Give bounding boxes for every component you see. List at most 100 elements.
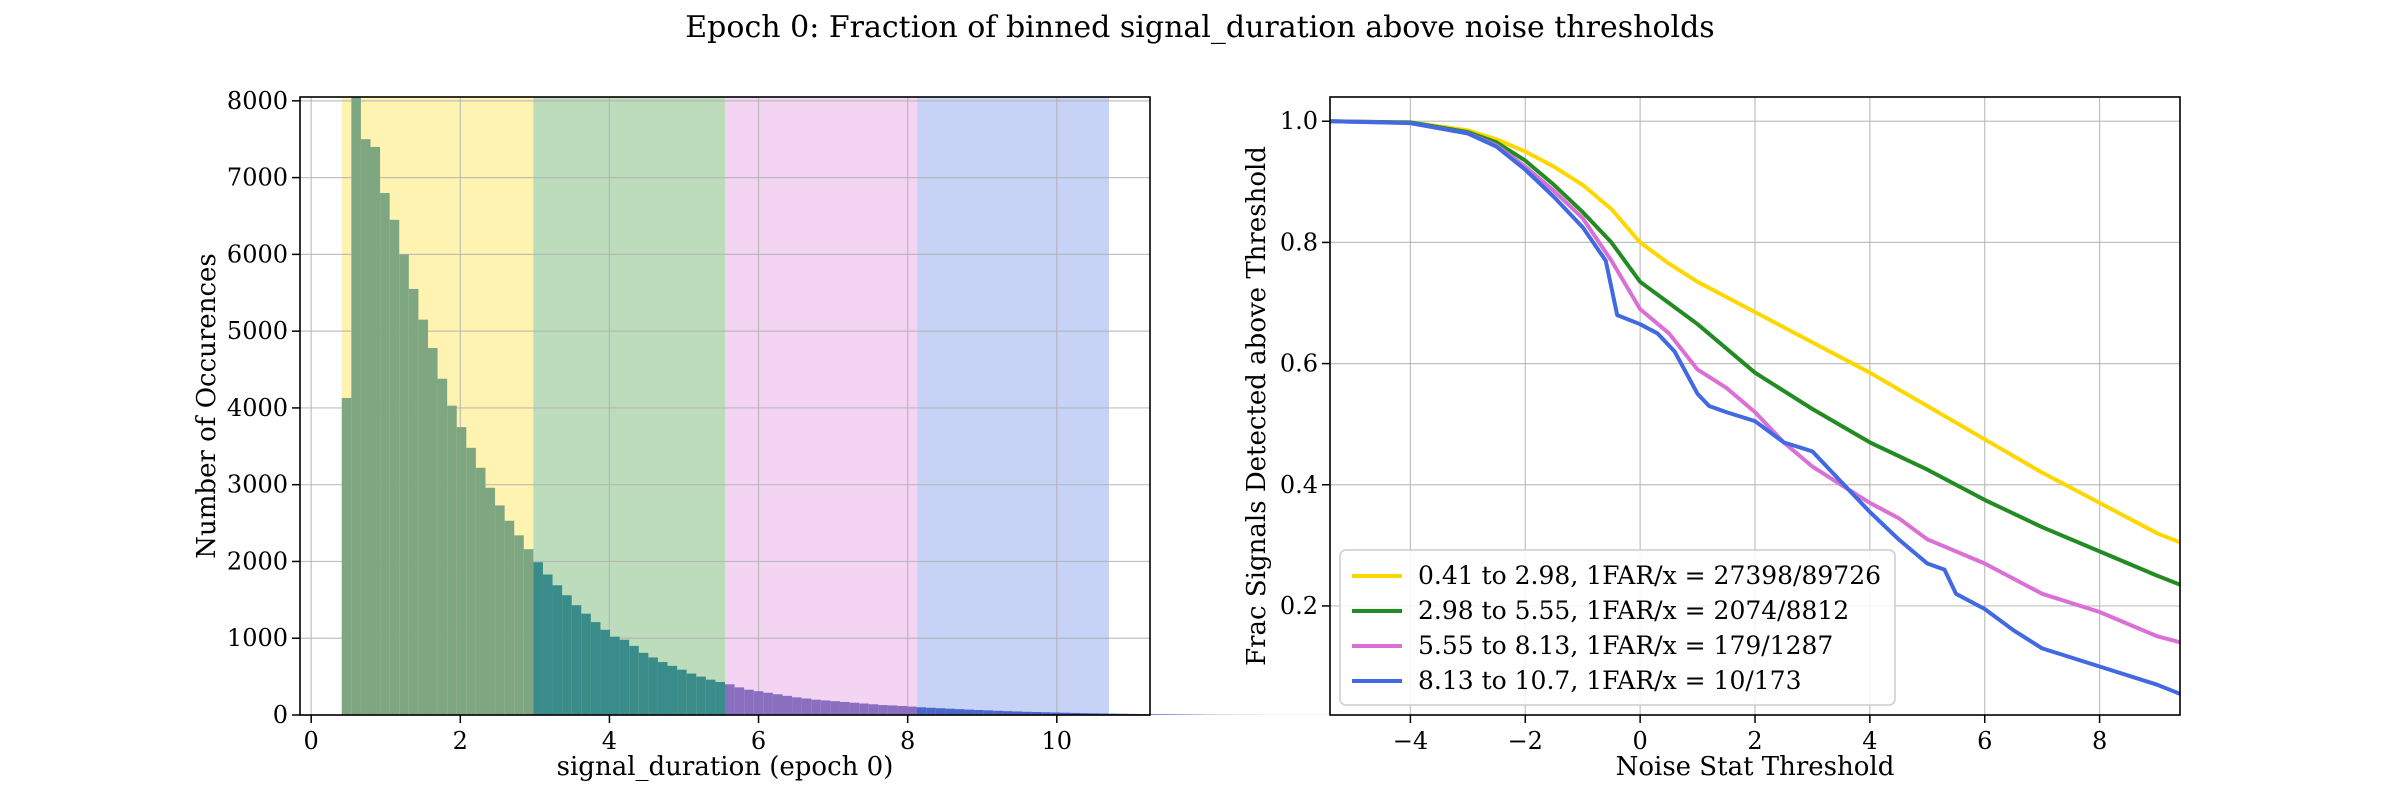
hist-bar	[1089, 713, 1099, 715]
hist-bar	[552, 585, 563, 715]
hist-bar	[897, 705, 908, 715]
hist-bar	[954, 709, 965, 715]
hist-bar	[447, 405, 457, 715]
x-tick-label: 4	[602, 727, 617, 755]
hist-bar	[1012, 711, 1023, 715]
hist-bar	[782, 695, 793, 715]
y-tick-label: 3000	[227, 471, 288, 499]
hist-bar	[1079, 713, 1090, 715]
hist-bar	[1050, 712, 1061, 715]
hist-bar	[475, 467, 486, 715]
y-tick-label: 1.0	[1280, 107, 1318, 135]
hist-bar	[907, 706, 917, 715]
x-axis-label: Noise Stat Threshold	[1616, 752, 1895, 782]
histogram-panel: 0 2 4 6 8 10 0 1000 2000 3000 4000 5000 6000 7000 8000…	[192, 87, 1578, 782]
hist-bar	[648, 657, 658, 715]
hist-bar	[916, 707, 927, 715]
hist-bar	[533, 562, 543, 715]
hist-bar	[456, 427, 467, 715]
hist-bar	[418, 319, 428, 715]
x-tick-label: −2	[1508, 727, 1543, 755]
band-2	[725, 97, 918, 715]
x-axis-label: signal_duration (epoch 0)	[557, 752, 894, 782]
hist-bar	[590, 622, 601, 715]
hist-bar	[571, 605, 582, 715]
hist-bar	[744, 689, 754, 715]
hist-bar	[581, 613, 591, 715]
series-line-1	[1329, 119, 2181, 587]
hist-bar	[370, 146, 381, 715]
hist-bar	[1060, 712, 1070, 715]
hist-bar	[811, 699, 821, 715]
hist-bar	[763, 692, 773, 715]
hist-bar	[849, 702, 860, 715]
hist-bar	[542, 574, 553, 715]
hist-bar	[859, 703, 869, 715]
hist-bar	[887, 705, 898, 715]
y-tick-label: 6000	[227, 240, 288, 268]
hist-bar	[389, 219, 400, 716]
hist-bar	[399, 254, 409, 715]
hist-bar	[993, 710, 1003, 715]
hist-bar	[1002, 711, 1013, 715]
hist-bar	[830, 701, 840, 715]
y-tick-label: 0	[273, 701, 288, 729]
hist-bar	[485, 487, 496, 715]
y-tick-label: 0.4	[1280, 471, 1318, 499]
hist-bar	[437, 378, 448, 715]
x-tick-label: 2	[453, 727, 468, 755]
hist-bar	[619, 639, 630, 715]
hist-bar	[514, 535, 524, 715]
hist-bar	[1156, 714, 1166, 715]
hist-bar	[1175, 714, 1185, 715]
legend-box	[1339, 549, 1896, 706]
hist-bar	[600, 629, 611, 715]
x-tick-label: 8	[2092, 727, 2107, 755]
hist-bar	[792, 697, 802, 715]
hist-bar	[504, 520, 515, 715]
x-tick-label: 4	[1862, 727, 1877, 755]
y-axis-label: Number of Occurences	[192, 253, 222, 558]
threshold-curve-panel: −4 −2 0 2 4 6 8 0.2 0.4 0.6 0.8 1.0 Noise Stat Thres…	[1242, 96, 2181, 782]
hist-bar	[772, 694, 783, 715]
legend-label: 0.41 to 2.98, 1FAR/x = 27398/89726	[1418, 561, 1881, 590]
hist-bar	[360, 139, 371, 715]
hist-bar	[1146, 714, 1157, 715]
hist-bar	[677, 669, 687, 715]
band-3	[917, 97, 1109, 715]
hist-bar	[1069, 712, 1080, 715]
hist-bar	[341, 397, 352, 715]
y-tick-label: 5000	[227, 317, 288, 345]
y-tick-label: 2000	[227, 547, 288, 575]
y-tick-label: 4000	[227, 394, 288, 422]
hist-bar	[638, 652, 649, 715]
hist-bar	[945, 708, 955, 715]
x-tick-label: −4	[1393, 727, 1428, 755]
hist-bar	[466, 447, 476, 715]
hist-bar	[1022, 711, 1032, 715]
hist-bar	[868, 704, 879, 715]
hist-bar	[715, 681, 725, 715]
hist-bar	[1165, 714, 1176, 715]
hist-bar	[705, 679, 716, 715]
y-tick-label: 0.8	[1280, 228, 1318, 256]
hist-bar	[427, 348, 438, 715]
hist-bar	[657, 662, 668, 715]
hist-bar	[380, 192, 390, 715]
hist-bar	[1031, 712, 1042, 715]
y-axis-label: Frac Signals Detected above Threshold	[1242, 146, 1272, 666]
hist-bar	[839, 701, 850, 715]
legend-label: 8.13 to 10.7, 1FAR/x = 10/173	[1418, 666, 1801, 695]
hist-bar	[734, 687, 745, 715]
y-tick-label: 0.2	[1280, 592, 1318, 620]
hist-bar	[696, 676, 706, 715]
hist-bar	[351, 97, 361, 715]
x-tick-label: 8	[900, 727, 915, 755]
hist-bar	[686, 673, 697, 715]
hist-bar	[964, 709, 975, 715]
hist-bar	[523, 549, 534, 715]
x-tick-label: 2	[1747, 727, 1762, 755]
x-tick-label: 6	[1977, 727, 1992, 755]
series-line-3	[1329, 119, 2181, 696]
